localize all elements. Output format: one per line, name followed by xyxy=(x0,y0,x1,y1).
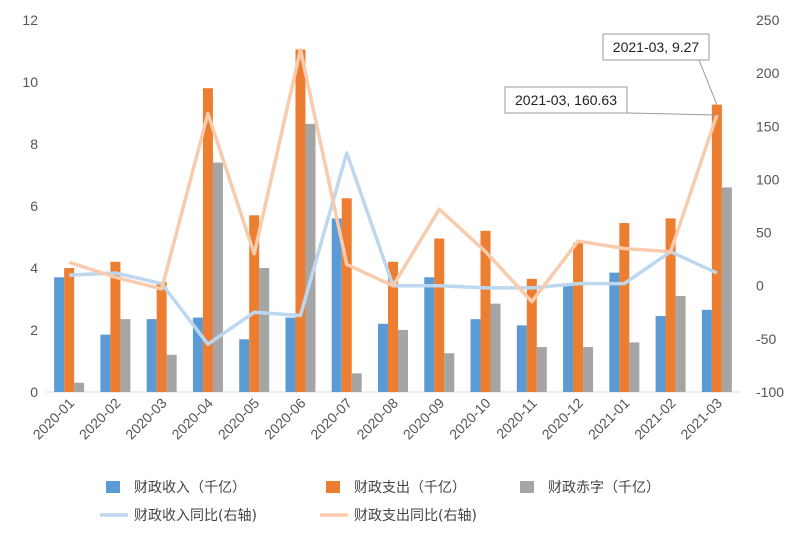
bar xyxy=(444,353,455,392)
x-tick-label: 2021-02 xyxy=(631,395,679,443)
bar xyxy=(249,215,260,392)
bar xyxy=(295,49,306,392)
bar xyxy=(629,342,640,392)
left-tick-label: 2 xyxy=(30,322,38,338)
bar xyxy=(351,373,362,392)
x-tick-label: 2021-03 xyxy=(677,395,725,443)
bar xyxy=(54,277,65,392)
bar xyxy=(378,323,388,392)
bar xyxy=(120,319,131,392)
bar xyxy=(146,319,157,392)
left-tick-label: 8 xyxy=(30,136,38,152)
right-tick-label: 0 xyxy=(756,278,764,294)
bar xyxy=(701,309,712,392)
x-tick-label: 2020-04 xyxy=(168,395,216,443)
callout-label: 2021-03, 160.63 xyxy=(515,92,617,108)
bar xyxy=(341,198,352,392)
legend-label: 财政收入（千亿） xyxy=(134,480,246,496)
x-tick-label: 2020-02 xyxy=(76,395,124,443)
bar xyxy=(64,268,75,392)
left-tick-label: 0 xyxy=(30,384,38,400)
bar xyxy=(166,354,177,392)
right-tick-label: 150 xyxy=(756,118,780,134)
left-tick-label: 6 xyxy=(30,198,38,214)
bar xyxy=(655,316,666,392)
left-axis: 0 2 4 6 8 10 12 xyxy=(22,12,38,400)
left-tick-label: 4 xyxy=(30,260,38,276)
right-tick-label: 100 xyxy=(756,171,780,187)
bar xyxy=(573,243,584,392)
x-tick-label: 2020-12 xyxy=(539,395,587,443)
bar xyxy=(285,317,296,392)
legend-label: 财政支出（千亿） xyxy=(354,480,466,496)
x-tick-label: 2020-09 xyxy=(400,395,448,443)
x-tick-label: 2020-01 xyxy=(30,395,78,443)
right-tick-label: -100 xyxy=(756,384,784,400)
bar-series xyxy=(54,49,732,392)
legend-swatch xyxy=(520,481,534,493)
left-tick-label: 10 xyxy=(22,74,38,90)
bar xyxy=(583,347,594,392)
x-tick-label: 2020-03 xyxy=(122,395,170,443)
legend-label: 财政支出同比(右轴) xyxy=(354,508,477,524)
bar xyxy=(675,295,686,392)
bar xyxy=(74,382,85,392)
legend-swatch xyxy=(326,481,340,493)
callout-box xyxy=(504,86,628,114)
bar xyxy=(721,187,732,392)
bar xyxy=(609,272,620,392)
right-tick-label: 50 xyxy=(756,225,772,241)
bar xyxy=(388,261,398,392)
bar xyxy=(434,238,445,392)
x-tick-label: 2021-01 xyxy=(585,395,633,443)
x-tick-label: 2020-07 xyxy=(307,395,355,443)
legend: 财政收入（千亿） 财政支出（千亿） 财政赤字（千亿） 财政收入同比(右轴) 财政支出同比… xyxy=(100,480,660,524)
x-axis: 2020-012020-022020-032020-042020-052020-… xyxy=(30,395,726,443)
left-tick-label: 12 xyxy=(22,12,38,28)
callout-leader xyxy=(698,59,718,105)
bar xyxy=(619,223,630,392)
bar xyxy=(470,319,481,392)
x-tick-label: 2020-06 xyxy=(261,395,309,443)
right-tick-label: -50 xyxy=(756,331,776,347)
right-tick-label: 250 xyxy=(756,12,780,28)
bar xyxy=(331,218,342,392)
callout-leader xyxy=(626,112,717,116)
legend-swatch xyxy=(106,481,120,493)
bar xyxy=(563,283,574,392)
right-axis: -100 -50 0 50 100 150 200 250 xyxy=(756,12,784,400)
callout-box xyxy=(602,33,710,61)
bar xyxy=(490,303,501,392)
bar xyxy=(202,88,213,392)
bar xyxy=(398,330,408,392)
bar xyxy=(100,334,111,392)
legend-label: 财政赤字（千亿） xyxy=(548,480,660,496)
series-line xyxy=(68,48,719,304)
bar xyxy=(526,278,537,392)
right-tick-label: 200 xyxy=(756,65,780,81)
x-tick-label: 2020-11 xyxy=(493,395,540,442)
x-tick-label: 2020-08 xyxy=(353,395,401,443)
bar xyxy=(480,230,491,392)
x-tick-label: 2020-05 xyxy=(215,395,263,443)
bar xyxy=(156,281,167,392)
bar xyxy=(192,317,203,392)
bar xyxy=(212,162,223,392)
bar xyxy=(305,123,316,392)
annotations: 2021-03, 9.27 2021-03, 160.63 xyxy=(504,33,718,116)
legend-label: 财政收入同比(右轴) xyxy=(134,508,257,524)
line-series xyxy=(68,48,719,346)
bar xyxy=(259,268,270,392)
callout-label: 2021-03, 9.27 xyxy=(613,39,700,55)
bar xyxy=(239,339,250,392)
bar xyxy=(424,277,435,392)
bar xyxy=(110,261,121,392)
bar xyxy=(665,218,676,392)
bar xyxy=(711,104,722,392)
bar xyxy=(516,325,527,392)
x-tick-label: 2020-10 xyxy=(446,395,494,443)
bar xyxy=(536,347,547,392)
